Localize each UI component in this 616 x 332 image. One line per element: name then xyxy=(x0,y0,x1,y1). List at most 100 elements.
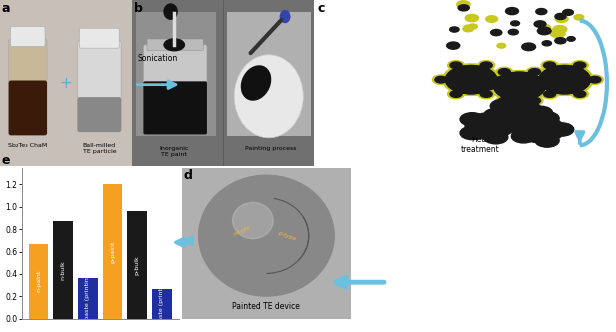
Text: c: c xyxy=(317,2,325,15)
Circle shape xyxy=(529,69,541,75)
Bar xyxy=(152,289,171,319)
Y-axis label: Peak ZT: Peak ZT xyxy=(0,225,2,261)
Circle shape xyxy=(494,72,545,100)
Circle shape xyxy=(574,15,584,20)
Circle shape xyxy=(480,62,492,69)
FancyBboxPatch shape xyxy=(9,81,47,135)
Circle shape xyxy=(497,43,506,48)
Circle shape xyxy=(233,203,274,239)
Circle shape xyxy=(573,62,586,69)
Text: Painting process: Painting process xyxy=(245,146,296,151)
FancyBboxPatch shape xyxy=(144,81,207,134)
Circle shape xyxy=(541,82,558,91)
Circle shape xyxy=(543,91,556,97)
Text: Sonication: Sonication xyxy=(137,54,178,63)
Circle shape xyxy=(526,96,543,105)
FancyBboxPatch shape xyxy=(79,28,120,48)
Circle shape xyxy=(484,130,508,144)
Ellipse shape xyxy=(163,38,185,51)
Circle shape xyxy=(550,29,565,38)
Circle shape xyxy=(450,27,459,32)
Circle shape xyxy=(511,130,535,143)
Text: Ball-milled
TE particle: Ball-milled TE particle xyxy=(83,143,116,154)
Circle shape xyxy=(498,69,510,75)
Circle shape xyxy=(463,26,474,32)
Circle shape xyxy=(198,175,334,296)
Circle shape xyxy=(432,75,450,84)
Circle shape xyxy=(495,100,543,126)
FancyBboxPatch shape xyxy=(78,41,121,132)
Text: Heat
treatment: Heat treatment xyxy=(461,135,500,154)
Circle shape xyxy=(543,83,556,90)
Circle shape xyxy=(539,25,551,31)
Circle shape xyxy=(465,113,513,139)
Circle shape xyxy=(567,37,575,41)
Text: +: + xyxy=(60,75,73,91)
FancyBboxPatch shape xyxy=(10,27,45,46)
Circle shape xyxy=(490,30,502,36)
Text: Painted TE device: Painted TE device xyxy=(232,302,301,311)
Text: n-bulk: n-bulk xyxy=(60,260,66,280)
Circle shape xyxy=(586,75,603,84)
Circle shape xyxy=(522,43,535,51)
Bar xyxy=(29,244,49,319)
FancyBboxPatch shape xyxy=(147,39,203,50)
Circle shape xyxy=(555,13,566,20)
Circle shape xyxy=(445,65,496,94)
Circle shape xyxy=(571,89,588,99)
Circle shape xyxy=(571,61,588,70)
Text: Inorganic
TE paint: Inorganic TE paint xyxy=(160,146,189,157)
Circle shape xyxy=(514,117,538,130)
Circle shape xyxy=(511,116,535,129)
Circle shape xyxy=(442,64,500,96)
Text: a: a xyxy=(1,2,10,15)
Circle shape xyxy=(496,67,513,77)
Circle shape xyxy=(529,106,553,120)
Circle shape xyxy=(435,76,447,83)
Circle shape xyxy=(589,76,601,83)
Text: p-type: p-type xyxy=(277,230,296,241)
Circle shape xyxy=(537,27,551,35)
Circle shape xyxy=(448,61,464,70)
Circle shape xyxy=(536,9,547,15)
Ellipse shape xyxy=(163,3,178,20)
Circle shape xyxy=(555,15,568,23)
FancyBboxPatch shape xyxy=(9,39,47,135)
Circle shape xyxy=(458,5,469,11)
Bar xyxy=(54,221,73,319)
Circle shape xyxy=(549,123,573,136)
Text: n-paint: n-paint xyxy=(36,270,41,292)
Circle shape xyxy=(480,91,492,97)
Circle shape xyxy=(516,116,565,143)
Text: n-paste (printing): n-paste (printing) xyxy=(85,271,91,326)
Circle shape xyxy=(563,10,573,15)
Bar xyxy=(102,185,122,319)
Circle shape xyxy=(541,61,558,70)
Circle shape xyxy=(506,8,519,15)
Circle shape xyxy=(447,42,460,49)
FancyBboxPatch shape xyxy=(144,45,207,134)
Circle shape xyxy=(508,29,518,35)
Circle shape xyxy=(495,76,508,83)
Circle shape xyxy=(542,41,551,46)
Circle shape xyxy=(460,126,484,140)
Circle shape xyxy=(539,65,590,94)
Circle shape xyxy=(493,75,510,84)
Circle shape xyxy=(478,61,495,70)
Bar xyxy=(227,12,310,136)
Circle shape xyxy=(511,21,519,26)
Circle shape xyxy=(480,82,498,91)
Bar xyxy=(127,211,147,319)
Circle shape xyxy=(450,62,462,69)
Circle shape xyxy=(465,14,479,22)
Circle shape xyxy=(539,65,590,94)
Circle shape xyxy=(485,16,498,22)
Circle shape xyxy=(496,96,513,105)
Circle shape xyxy=(536,64,593,96)
Text: p-paste (printing): p-paste (printing) xyxy=(159,276,164,331)
Ellipse shape xyxy=(234,55,303,138)
Text: n-type: n-type xyxy=(233,225,253,237)
Circle shape xyxy=(491,70,548,102)
Circle shape xyxy=(490,99,514,113)
Text: p-bulk: p-bulk xyxy=(134,255,140,275)
